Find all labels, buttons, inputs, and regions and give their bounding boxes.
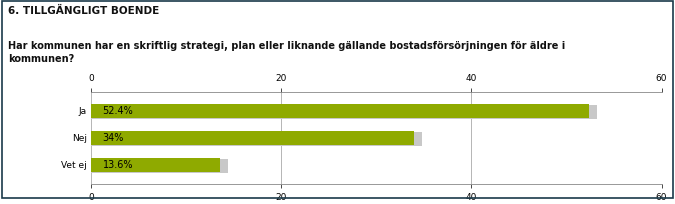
Bar [91,105,597,119]
Bar [91,158,221,172]
Text: 34%: 34% [103,133,124,143]
Bar [91,104,589,118]
Text: 52.4%: 52.4% [103,106,133,116]
Bar [91,131,414,145]
Text: 6. TILLGÄNGLIGT BOENDE: 6. TILLGÄNGLIGT BOENDE [8,6,159,16]
Bar [91,132,422,146]
Text: 13.6%: 13.6% [103,160,133,170]
Bar [91,159,228,173]
Text: Har kommunen har en skriftlig strategi, plan eller liknande gällande bostadsförs: Har kommunen har en skriftlig strategi, … [8,41,566,64]
